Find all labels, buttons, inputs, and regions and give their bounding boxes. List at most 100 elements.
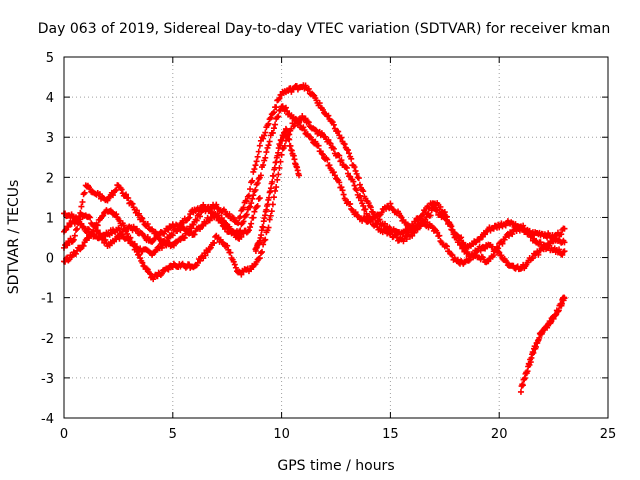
data-point [86,235,93,242]
y-tick-label: -1 [41,292,54,307]
data-point [521,225,528,232]
data-point [352,209,359,216]
data-point [116,235,123,242]
data-point [165,235,172,242]
data-point [181,234,188,241]
data-point [351,164,358,171]
data-point [326,162,333,169]
data-point [489,243,496,250]
data-point [186,214,193,221]
x-tick-label: 20 [491,427,508,442]
data-point [170,242,177,249]
data-point [517,388,524,395]
data-point [260,224,267,231]
data-point [211,239,218,246]
data-point [267,114,274,121]
data-point [318,150,325,157]
data-point [393,234,400,241]
data-point [315,142,322,149]
data-point [338,134,345,141]
data-point [434,229,441,236]
data-point [249,195,256,202]
data-point [304,86,311,93]
data-point [248,220,255,227]
data-point [330,121,337,128]
data-point [283,127,290,134]
data-point [193,217,200,224]
data-point [537,239,544,246]
y-tick-label: 2 [46,171,54,186]
data-point [304,118,311,125]
data-point [137,255,144,262]
data-point [274,176,281,183]
data-point [245,204,252,211]
x-tick-label: 25 [600,427,617,442]
data-point [291,122,298,129]
data-point [376,216,383,223]
data-point [427,212,434,219]
data-point [353,170,360,177]
data-point [561,248,568,255]
data-point [133,248,140,255]
data-point [440,209,447,216]
data-point [70,236,77,243]
data-point [282,104,289,111]
x-tick-label: 5 [169,427,177,442]
data-point [129,200,136,207]
x-tick-label: 0 [60,427,68,442]
data-point [133,207,140,214]
data-point [78,203,85,210]
data-point [498,252,505,259]
data-point [80,242,87,249]
data-point [251,208,258,215]
data-point [213,201,220,208]
data-point [139,259,146,266]
data-point [197,257,203,264]
data-point [400,229,407,236]
data-point [233,219,240,226]
data-point [340,191,347,198]
data-point [350,178,357,185]
data-point [360,188,367,195]
data-point [535,251,542,258]
data-point [358,197,365,204]
data-point [79,198,86,205]
data-point [372,213,379,220]
data-point [284,108,291,115]
data-point [269,110,276,117]
y-tick-label: -4 [41,412,54,427]
data-point [256,195,263,202]
data-point [222,208,229,215]
data-point [368,215,375,222]
data-point [247,224,254,231]
data-point [336,152,343,159]
data-point [275,171,282,178]
data-point [276,95,283,102]
data-point [273,104,280,111]
data-point [310,91,317,98]
data-point [96,230,103,237]
y-tick-label: 5 [46,51,54,66]
data-point [490,225,497,232]
data-point [86,226,93,233]
data-point [387,200,394,207]
data-point [265,142,272,149]
data-point [286,136,293,143]
data-point [327,140,334,147]
data-point [251,166,258,173]
y-tick-label: 4 [46,91,54,106]
data-point [426,205,433,212]
data-point [275,113,282,120]
data-point [230,228,237,235]
data-point [330,145,337,152]
data-point [437,203,444,210]
data-point [268,208,275,215]
data-point [449,227,456,234]
data-point [337,158,344,165]
data-point [253,204,260,211]
data-point [272,121,279,128]
data-point [62,258,69,265]
data-point [191,231,198,238]
data-point [253,158,260,165]
